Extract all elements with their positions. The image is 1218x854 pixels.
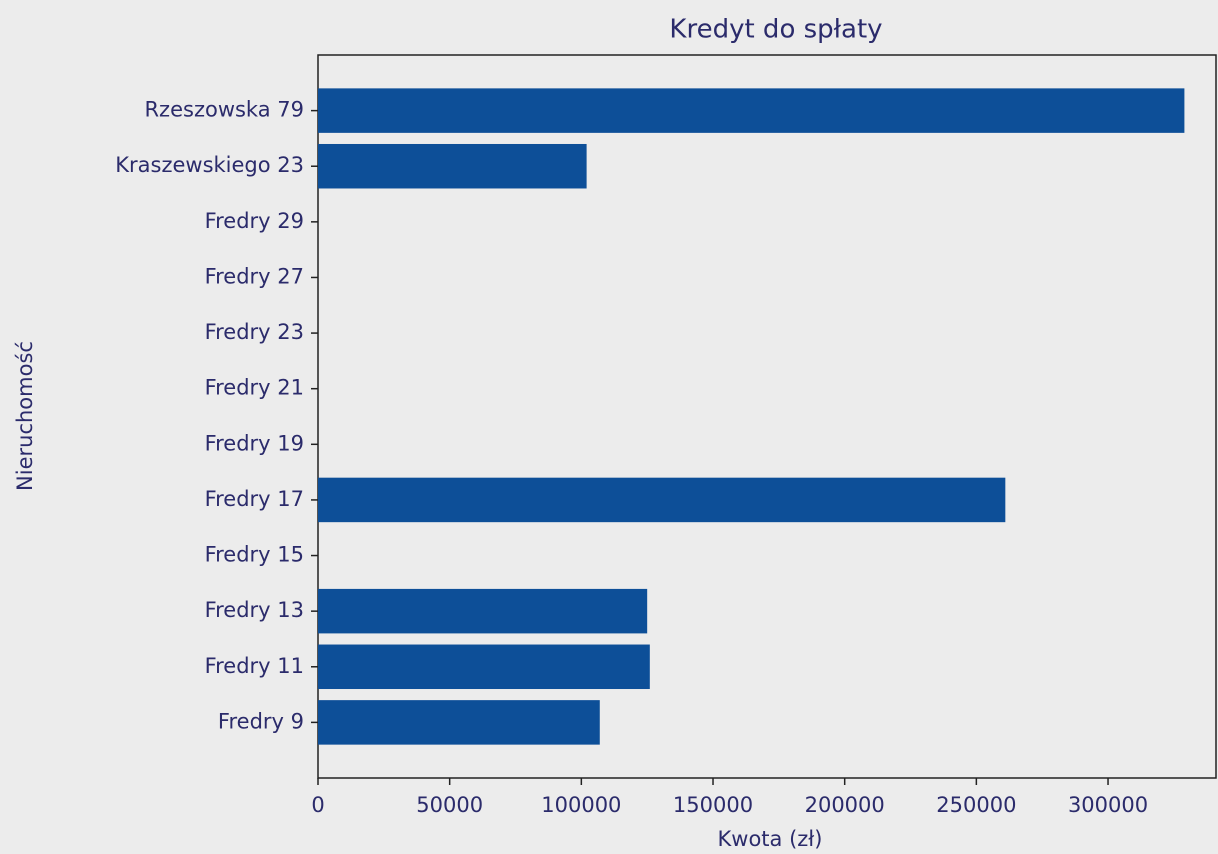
y-tick-label: Fredry 15: [205, 543, 304, 567]
y-tick-label: Fredry 21: [205, 376, 304, 400]
y-tick-label: Fredry 23: [205, 320, 304, 344]
bar: [318, 588, 648, 634]
x-tick-label: 200000: [805, 793, 885, 817]
x-tick-label: 100000: [541, 793, 621, 817]
x-tick-label: 250000: [936, 793, 1016, 817]
x-tick-label: 0: [311, 793, 324, 817]
y-axis-label: Nieruchomość: [13, 341, 37, 491]
x-axis-label: Kwota (zł): [718, 827, 823, 851]
y-tick-label: Fredry 19: [205, 431, 304, 455]
bar: [318, 88, 1185, 133]
y-tick-label: Fredry 29: [205, 209, 304, 233]
x-tick-label: 150000: [673, 793, 753, 817]
y-tick-label: Fredry 11: [205, 654, 304, 678]
y-tick-label: Fredry 13: [205, 598, 304, 622]
bar: [318, 143, 587, 189]
y-tick-label: Fredry 27: [205, 264, 304, 288]
y-tick-label: Fredry 9: [218, 709, 304, 733]
x-tick-label: 50000: [416, 793, 483, 817]
y-tick-label: Fredry 17: [205, 487, 304, 511]
y-tick-label: Rzeszowska 79: [144, 98, 304, 122]
bar: [318, 644, 650, 690]
x-tick-label: 300000: [1068, 793, 1148, 817]
bar: [318, 477, 1006, 523]
bar: [318, 700, 600, 745]
chart-title: Kredyt do spłaty: [669, 15, 882, 45]
y-tick-label: Kraszewskiego 23: [115, 153, 304, 177]
plot-frame: [317, 54, 1217, 779]
